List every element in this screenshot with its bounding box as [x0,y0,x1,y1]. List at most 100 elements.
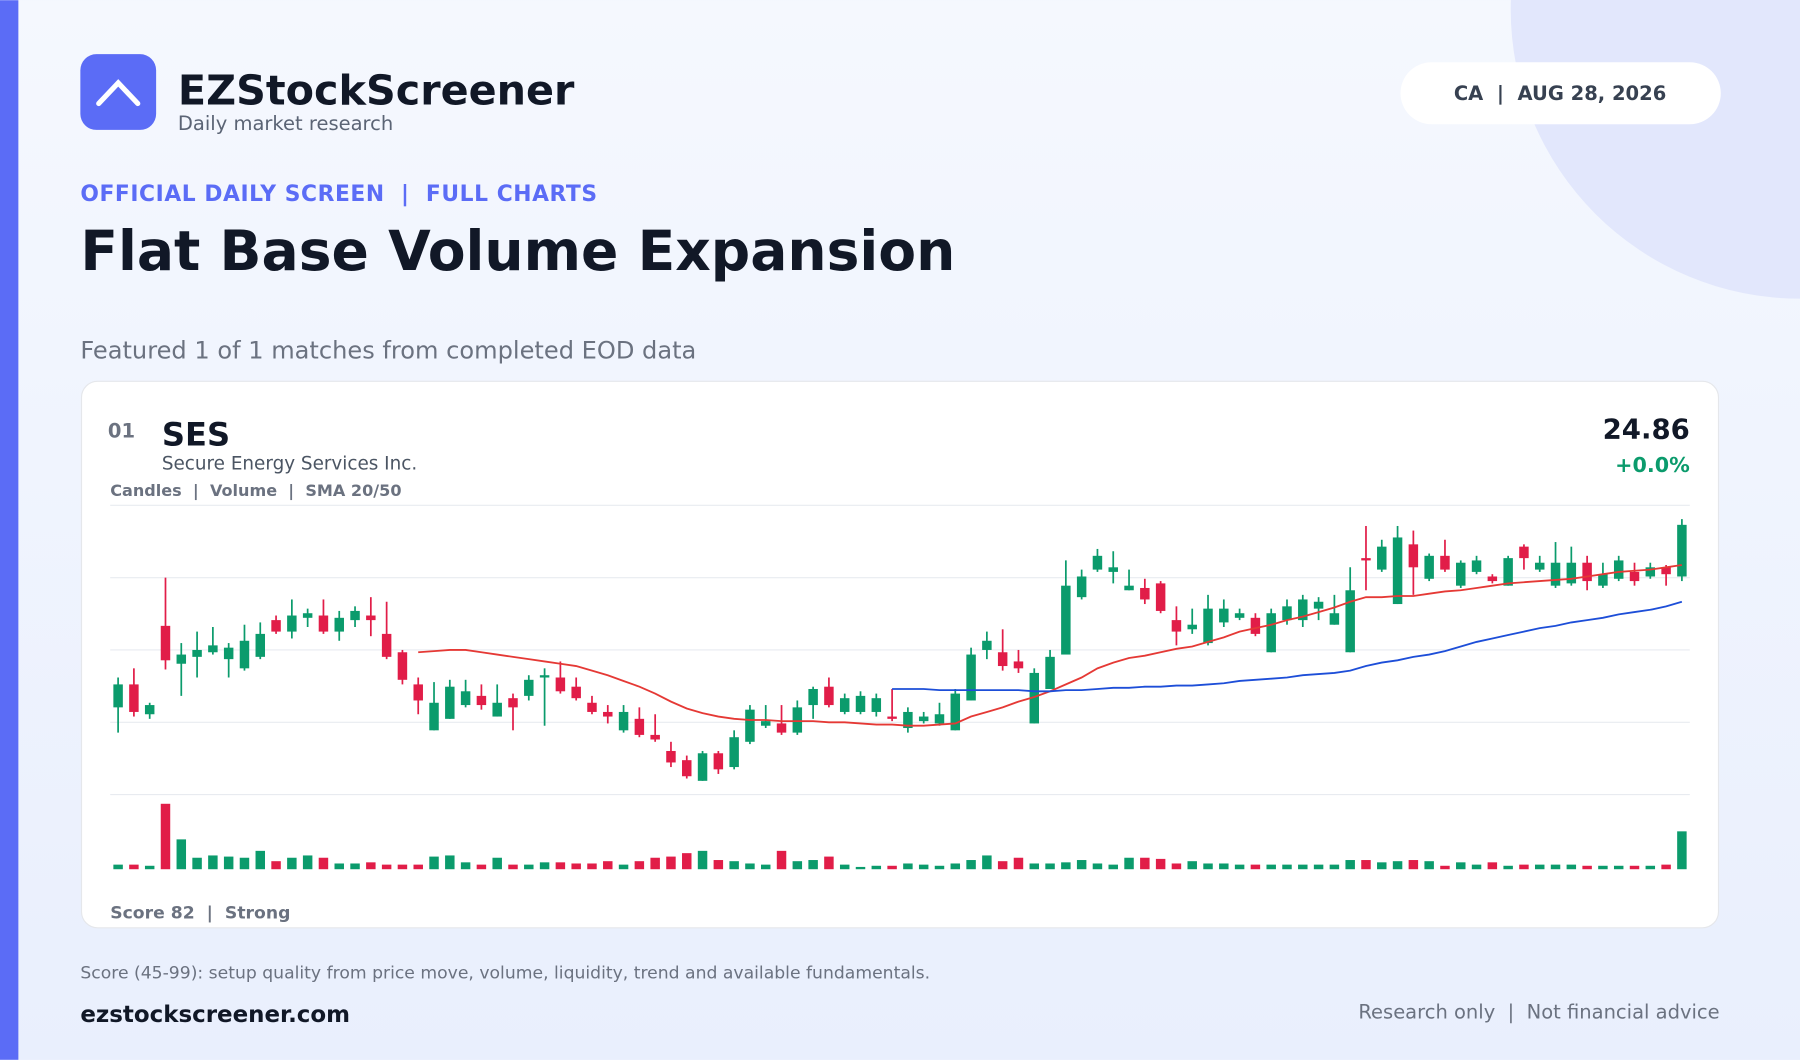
candle-body [1645,567,1656,577]
rank: 01 [108,420,135,443]
volume-bar [1424,861,1434,870]
volume-bar [413,864,423,870]
volume-bar [808,860,818,870]
volume-bar [1645,865,1656,870]
volume-bar [1029,863,1040,870]
volume-bar [1598,865,1608,870]
candle-body [824,686,834,706]
candle-body [1171,620,1182,632]
candle-body [1155,583,1166,611]
candle-body [760,721,771,726]
candle-body [318,615,329,632]
volume-bar [144,865,155,870]
candle-body [587,702,597,712]
candle-body [1219,608,1229,623]
candle-body [1503,558,1513,586]
kicker: OFFICIAL DAILY SCREEN | FULL CHARTS [80,182,597,207]
candle-body [887,716,897,719]
candle-body [287,615,297,632]
candle-body [381,633,392,657]
candle-body [713,753,724,770]
volume-bar [366,862,376,870]
score: Score 82 | Strong [110,904,290,924]
volume-bar [1582,865,1592,870]
volume-bar [1234,864,1245,870]
candle-body [1361,558,1371,561]
volume-bar [1566,864,1577,870]
volume-bar [1155,858,1166,870]
candle-body [1345,590,1355,653]
volume-bar [429,856,439,870]
candle-body [239,640,250,669]
volume-bar [1187,861,1197,870]
candle-body [650,734,660,740]
volume-bar [729,861,739,870]
volume-bar [1534,864,1545,870]
candle-body [618,711,629,731]
candle-body [1582,562,1592,582]
candle-body [144,705,155,715]
volume-bar [524,864,534,870]
volume-bar [760,864,771,870]
candle-body [460,691,471,706]
volume-bar [1377,862,1387,870]
volume-bar [1124,857,1134,870]
volume-bar [287,857,297,870]
candle-body [1250,617,1261,634]
candle-body [1408,544,1419,568]
volume-bar [239,857,250,870]
logo-icon [96,79,141,107]
candle-body [1392,537,1403,605]
candle-body [476,695,487,706]
candle-body [160,625,171,661]
volume-bar [1298,864,1308,870]
volume-bar [397,864,408,870]
volume-bar [1613,865,1624,870]
volume-bar [255,850,266,870]
candle-body [745,709,755,742]
candle-body [1677,524,1687,577]
candle-body [539,675,550,678]
volume-bar [302,855,313,870]
candle-body [1108,567,1118,572]
volume-bar [1171,863,1182,870]
candle-body [524,679,534,696]
volume-bar [445,855,455,870]
volume-bar [1108,864,1118,870]
volume-bar [539,862,550,870]
volume-bar [982,855,992,870]
candle-body [1566,562,1577,584]
volume-bar [1440,865,1450,870]
candle-body [634,718,645,735]
candle-body [1487,576,1498,582]
candle-body [934,714,945,724]
sma-line [892,600,1683,693]
volume-bar [776,850,787,870]
volume-bar [1392,861,1403,870]
candle-body [1661,567,1671,575]
volume-bar [855,866,866,870]
candle-body [682,760,692,777]
candle-body [997,652,1008,667]
volume-bar [887,865,897,870]
volume-bar [192,857,202,870]
candle-body [792,707,803,733]
candle-body [1550,562,1561,586]
volume-bar [1519,864,1529,870]
volume-bar [1061,862,1071,870]
candle-body [223,647,234,660]
volume-bar [1550,864,1561,870]
volume-bar [1203,863,1213,870]
volume-bar [1503,865,1513,870]
candle-body [1519,546,1529,559]
volume-bar [966,860,976,870]
volume-bar [223,856,234,870]
candle-body [1092,555,1103,570]
candle-body [413,684,423,701]
candle-body [729,737,739,768]
candle-body [1629,571,1640,582]
volume-bar [555,862,566,870]
subtitle: Featured 1 of 1 matches from completed E… [80,336,696,364]
volume-bar [1313,864,1324,870]
